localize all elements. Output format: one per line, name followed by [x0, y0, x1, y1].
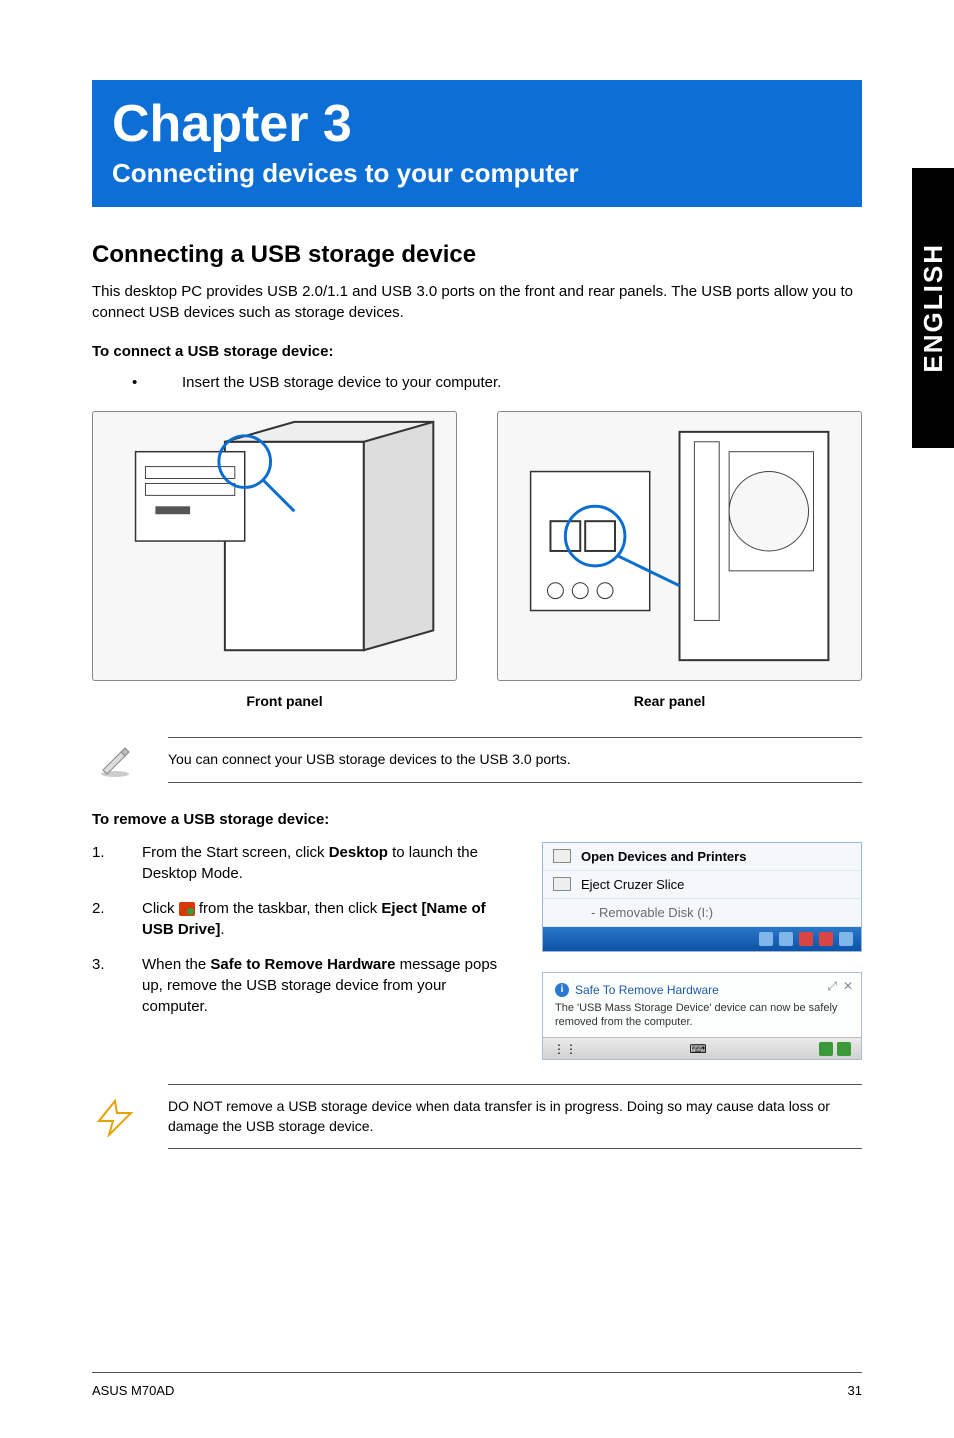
step-2-post: . [220, 921, 224, 938]
front-panel-label: Front panel [92, 693, 477, 709]
chapter-subtitle: Connecting devices to your computer [112, 158, 842, 189]
connect-heading: To connect a USB storage device: [92, 343, 862, 360]
tray-right-icon-2[interactable] [837, 1042, 851, 1056]
diagram-labels: Front panel Rear panel [92, 693, 862, 709]
step-1-pre: From the Start screen, click [142, 844, 329, 861]
footer-left: ASUS M70AD [92, 1383, 174, 1398]
connect-bullet-text: Insert the USB storage device to your co… [182, 374, 501, 391]
tray-icon-3[interactable] [799, 932, 813, 946]
front-panel-svg [93, 412, 456, 680]
drive-icon [553, 877, 571, 891]
note-usb3-text: You can connect your USB storage devices… [168, 737, 862, 783]
step-2-mid: from the taskbar, then click [195, 900, 382, 917]
eject-menu-panel: Open Devices and Printers Eject Cruzer S… [542, 842, 862, 952]
balloon-tray: ⋮⋮ ⌨ [543, 1037, 861, 1059]
step-1: 1. From the Start screen, click Desktop … [92, 842, 516, 884]
menu-open-devices[interactable]: Open Devices and Printers [543, 843, 861, 871]
rear-panel-diagram [497, 411, 862, 681]
taskbar-usb-icon [179, 902, 195, 916]
balloon-pin-icon[interactable]: ⤢ [827, 979, 837, 994]
step-3-pre: When the [142, 956, 210, 973]
page-footer: ASUS M70AD 31 [92, 1372, 862, 1398]
menu-open-devices-label: Open Devices and Printers [581, 849, 746, 864]
step-1-body: From the Start screen, click Desktop to … [142, 842, 516, 884]
language-tab-label: ENGLISH [918, 243, 949, 373]
rear-panel-svg [498, 412, 861, 680]
note-usb3: You can connect your USB storage devices… [92, 737, 862, 783]
step-2-num: 2. [92, 898, 142, 940]
menu-removable-disk[interactable]: - Removable Disk (I:) [543, 899, 861, 927]
tray-icon-4[interactable] [819, 932, 833, 946]
bullet-marker: • [132, 374, 182, 391]
step-1-bold: Desktop [329, 844, 388, 861]
balloon-title-row: i Safe To Remove Hardware [555, 983, 849, 997]
connect-bullet: • Insert the USB storage device to your … [92, 374, 862, 391]
footer-page-number: 31 [848, 1383, 862, 1398]
remove-steps: 1. From the Start screen, click Desktop … [92, 842, 516, 1061]
printer-icon [553, 849, 571, 863]
tray-keyboard-icon: ⌨ [689, 1042, 706, 1056]
warning-block: DO NOT remove a USB storage device when … [92, 1084, 862, 1149]
tray-grip-icon: ⋮⋮ [553, 1042, 577, 1056]
step-3: 3. When the Safe to Remove Hardware mess… [92, 954, 516, 1017]
lightning-icon [92, 1097, 138, 1137]
step-2: 2. Click from the taskbar, then click Ej… [92, 898, 516, 940]
safe-remove-balloon: ⤢ ✕ i Safe To Remove Hardware The 'USB M… [542, 972, 862, 1061]
step-3-num: 3. [92, 954, 142, 1017]
remove-section: 1. From the Start screen, click Desktop … [92, 842, 862, 1061]
screenshots-column: Open Devices and Printers Eject Cruzer S… [542, 842, 862, 1061]
balloon-controls: ⤢ ✕ [827, 979, 853, 994]
step-1-num: 1. [92, 842, 142, 884]
step-3-bold: Safe to Remove Hardware [210, 956, 395, 973]
chapter-title: Chapter 3 [112, 94, 842, 154]
tray-right-icon-1[interactable] [819, 1042, 833, 1056]
pencil-icon [92, 740, 138, 780]
diagram-row [92, 411, 862, 681]
tray-icon-1[interactable] [759, 932, 773, 946]
step-3-body: When the Safe to Remove Hardware message… [142, 954, 516, 1017]
system-tray [543, 927, 861, 951]
tray-icon-2[interactable] [779, 932, 793, 946]
menu-eject-drive[interactable]: Eject Cruzer Slice [543, 871, 861, 899]
chapter-banner: Chapter 3 Connecting devices to your com… [92, 80, 862, 207]
tray-icon-5[interactable] [839, 932, 853, 946]
step-2-body: Click from the taskbar, then click Eject… [142, 898, 516, 940]
front-panel-diagram [92, 411, 457, 681]
balloon-title: Safe To Remove Hardware [575, 983, 719, 997]
balloon-body: The 'USB Mass Storage Device' device can… [555, 1001, 849, 1030]
menu-removable-disk-label: - Removable Disk (I:) [591, 905, 713, 920]
remove-heading: To remove a USB storage device: [92, 811, 862, 828]
warning-text: DO NOT remove a USB storage device when … [168, 1084, 862, 1149]
language-tab: ENGLISH [912, 168, 954, 448]
info-icon: i [555, 983, 569, 997]
rear-panel-label: Rear panel [477, 693, 862, 709]
menu-eject-drive-label: Eject Cruzer Slice [581, 877, 684, 892]
section-intro: This desktop PC provides USB 2.0/1.1 and… [92, 281, 862, 323]
balloon-close-icon[interactable]: ✕ [843, 979, 853, 994]
section-heading: Connecting a USB storage device [92, 241, 862, 269]
step-2-pre: Click [142, 900, 179, 917]
